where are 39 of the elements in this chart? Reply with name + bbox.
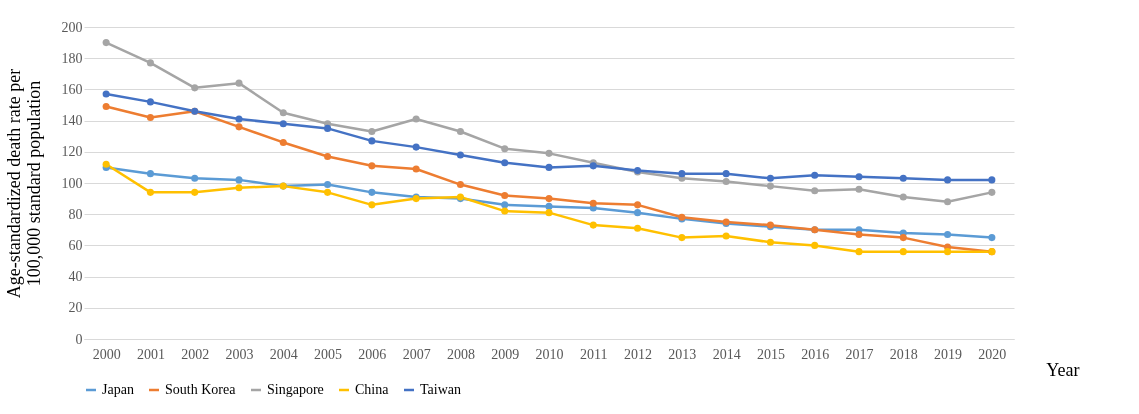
legend-label: Singapore bbox=[267, 382, 324, 397]
x-tick-label: 2000 bbox=[92, 346, 121, 362]
x-tick-label: 2005 bbox=[314, 346, 343, 362]
x-tick-label: 2012 bbox=[624, 346, 653, 362]
y-tick-label: 0 bbox=[75, 331, 83, 347]
x-tick-label: 2002 bbox=[181, 346, 210, 362]
y-tick-label: 180 bbox=[61, 50, 83, 66]
x-tick-label: 2001 bbox=[136, 346, 165, 362]
x-tick-label: 2011 bbox=[580, 346, 608, 362]
x-tick-label: 2019 bbox=[934, 346, 963, 362]
x-tick-label: 2007 bbox=[402, 346, 431, 362]
y-axis-title: Age-standardized death rate per 100,000 standard population bbox=[3, 68, 44, 299]
x-tick-label: 2008 bbox=[446, 346, 475, 362]
y-tick-label: 120 bbox=[61, 144, 83, 160]
x-tick-label: 2003 bbox=[225, 346, 254, 362]
y-tick-label: 160 bbox=[61, 81, 83, 97]
legend-label: China bbox=[355, 382, 390, 397]
x-tick-label: 2010 bbox=[535, 346, 564, 362]
y-tick-label: 200 bbox=[61, 19, 83, 35]
x-tick-label: 2013 bbox=[668, 346, 697, 362]
x-tick-label: 2015 bbox=[756, 346, 785, 362]
y-tick-label: 40 bbox=[68, 269, 83, 285]
x-tick-label: 2004 bbox=[269, 346, 298, 362]
y-tick-label: 60 bbox=[68, 237, 83, 253]
x-tick-label: 2018 bbox=[889, 346, 918, 362]
x-tick-label: 2009 bbox=[491, 346, 520, 362]
y-tick-label: 140 bbox=[61, 113, 83, 129]
x-tick-label: 2014 bbox=[712, 346, 741, 362]
legend-label: Taiwan bbox=[420, 382, 462, 397]
x-tick-label: 2020 bbox=[978, 346, 1007, 362]
legend-label: Japan bbox=[102, 382, 134, 397]
x-axis-title: Year bbox=[1046, 359, 1080, 380]
y-tick-label: 20 bbox=[68, 300, 83, 316]
x-tick-label: 2016 bbox=[801, 346, 830, 362]
legend-label: South Korea bbox=[165, 382, 237, 397]
x-tick-label: 2017 bbox=[845, 346, 874, 362]
x-tick-label: 2006 bbox=[358, 346, 387, 362]
y-tick-label: 100 bbox=[61, 175, 83, 191]
y-tick-label: 80 bbox=[68, 206, 83, 222]
